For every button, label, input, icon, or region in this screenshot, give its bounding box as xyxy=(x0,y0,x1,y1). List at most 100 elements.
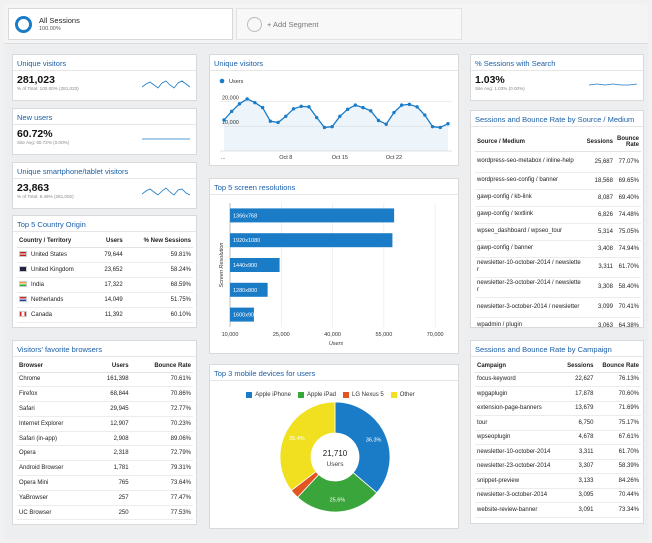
data-point[interactable] xyxy=(446,122,450,126)
table-row[interactable]: Canada 11,392 60.10% xyxy=(17,307,193,323)
table-row[interactable]: India 17,322 68.59% xyxy=(17,277,193,293)
col-header[interactable]: Browser xyxy=(17,361,92,373)
data-point[interactable] xyxy=(222,118,226,122)
data-point[interactable] xyxy=(314,115,319,120)
table-row[interactable]: Opera 2,318 72.79% xyxy=(17,445,193,462)
data-point[interactable] xyxy=(338,114,342,118)
col-header[interactable]: Country / Territory xyxy=(17,236,96,248)
data-point[interactable] xyxy=(245,97,249,101)
table-row[interactable]: gawp-config / banner 3,408 74.94% xyxy=(475,240,641,258)
col-header[interactable]: Sessions xyxy=(561,361,596,373)
data-point[interactable] xyxy=(230,109,234,114)
table-row[interactable]: United States 79,644 59.81% xyxy=(17,247,193,263)
cell-browser[interactable]: Chrome xyxy=(19,376,41,383)
table-row[interactable]: wpseoplugin 4,678 67.61% xyxy=(475,430,641,445)
table-row[interactable]: extension-page-banners 13,679 71.69% xyxy=(475,401,641,416)
table-row[interactable]: newsletter-10-october-2014 3,311 61.70% xyxy=(475,444,641,460)
cell-campaign[interactable]: newsletter-10-october-2014 xyxy=(477,448,551,455)
card-title[interactable]: New users xyxy=(17,113,53,122)
cell-browser[interactable]: Safari xyxy=(19,405,35,412)
table-row[interactable]: Firefox 68,844 70.86% xyxy=(17,386,193,403)
cell-browser[interactable]: Safari (in-app) xyxy=(19,435,58,442)
cell-source[interactable]: newsletter-10-october-2014 / newsletter xyxy=(477,260,581,273)
table-row[interactable]: newsletter-3-october-2014 3,095 70.44% xyxy=(475,488,641,503)
table-row[interactable]: wpadmin / plugin 3,063 64.38% xyxy=(475,317,641,335)
segment-all-sessions[interactable]: All Sessions 100.00% xyxy=(8,8,233,40)
data-point[interactable] xyxy=(399,103,404,107)
table-row[interactable]: Internet Explorer 12,907 70.23% xyxy=(17,416,193,432)
table-row[interactable]: Safari (in-app) 2,908 89.06% xyxy=(17,431,193,447)
card-title[interactable]: Sessions and Bounce Rate by Campaign xyxy=(475,345,612,354)
table-row[interactable]: Safari 29,945 72.77% xyxy=(17,401,193,417)
cell-source[interactable]: wpadmin / plugin xyxy=(477,322,523,328)
table-row[interactable]: Opera Mini 765 73.64% xyxy=(17,475,193,491)
table-row[interactable]: United Kingdom 23,652 58.24% xyxy=(17,262,193,278)
legend-item[interactable]: Apple iPad xyxy=(297,392,336,398)
cell-campaign[interactable]: snippet-preview xyxy=(477,477,520,484)
bar[interactable] xyxy=(230,208,395,223)
col-header[interactable]: Users xyxy=(91,361,131,373)
table-row[interactable]: gawp-config / textlink 6,826 74.48% xyxy=(475,206,641,224)
table-row[interactable]: Chrome 161,398 70.61% xyxy=(17,372,193,388)
cell-source[interactable]: newsletter-23-october-2014 / newsletter xyxy=(477,280,581,293)
data-point[interactable] xyxy=(291,107,296,111)
cell-source[interactable]: gawp-config / banner xyxy=(477,245,534,251)
card-title[interactable]: Visitors' favorite browsers xyxy=(17,345,103,354)
data-point[interactable] xyxy=(276,120,280,125)
pie-slice[interactable] xyxy=(279,401,336,491)
legend-item[interactable]: Other xyxy=(390,392,415,398)
data-point[interactable] xyxy=(284,114,288,118)
data-point[interactable] xyxy=(384,122,388,126)
table-row[interactable]: wordpress-seo-config / banner 18,568 69.65… xyxy=(475,172,641,190)
table-row[interactable]: newsletter-23-october-2014 / newsletter 3… xyxy=(475,277,641,298)
bar[interactable] xyxy=(230,233,393,248)
col-header[interactable]: Bounce Rate xyxy=(130,361,193,373)
cell-campaign[interactable]: website-review-banner xyxy=(477,506,538,513)
cell-campaign[interactable]: tour xyxy=(477,419,488,426)
data-point[interactable] xyxy=(407,102,412,107)
data-point[interactable] xyxy=(353,103,358,107)
data-point[interactable] xyxy=(299,104,303,109)
col-header[interactable]: Users xyxy=(95,236,125,248)
bar[interactable] xyxy=(230,307,254,322)
data-point[interactable] xyxy=(307,105,311,109)
pie-slice[interactable] xyxy=(334,401,391,494)
cell-browser[interactable]: Internet Explorer xyxy=(19,420,64,427)
cell-campaign[interactable]: wpgaplugin xyxy=(477,390,508,397)
data-point[interactable] xyxy=(268,119,273,123)
col-header[interactable]: Source / Medium xyxy=(475,133,585,152)
cell-source[interactable]: wpseo_dashboard / wpseo_tour xyxy=(477,228,563,234)
table-row[interactable]: gawp-config / kb-link 8,087 69.40% xyxy=(475,189,641,207)
data-point[interactable] xyxy=(438,125,442,130)
table-row[interactable]: Netherlands 14,049 51.75% xyxy=(17,292,193,308)
data-point[interactable] xyxy=(322,125,327,130)
table-row[interactable]: focus-keyword 22,627 76.13% xyxy=(475,372,641,387)
data-point[interactable] xyxy=(369,109,373,113)
data-point[interactable] xyxy=(361,105,365,110)
data-point[interactable] xyxy=(237,102,242,106)
cell-browser[interactable]: Firefox xyxy=(19,391,38,398)
legend-item[interactable]: LG Nexus 5 xyxy=(343,392,384,398)
legend-item[interactable]: Apple iPhone xyxy=(246,392,291,398)
card-title[interactable]: Unique visitors xyxy=(17,59,67,68)
card-title[interactable]: Sessions and Bounce Rate by Source / Med… xyxy=(475,115,635,124)
data-point[interactable] xyxy=(253,100,257,105)
cell-source[interactable]: wordpress-seo-config / banner xyxy=(477,177,559,183)
table-row[interactable]: newsletter-23-october-2014 3,307 58.39% xyxy=(475,459,641,474)
table-row[interactable]: snippet-preview 3,133 84.26% xyxy=(475,473,641,489)
table-row[interactable]: wpgaplugin 17,878 70.60% xyxy=(475,386,641,402)
cell-browser[interactable]: Opera Mini xyxy=(19,479,49,486)
add-segment-button[interactable]: + Add Segment xyxy=(236,8,462,40)
table-row[interactable]: YaBrowser 257 77.47% xyxy=(17,490,193,506)
table-row[interactable]: UC Browser 250 77.53% xyxy=(17,505,193,521)
col-header[interactable]: % New Sessions xyxy=(124,236,193,248)
table-row[interactable]: wordpress-seo-metabox / inline-help 25,68… xyxy=(475,151,641,173)
table-row[interactable]: newsletter-3-october-2014 / newsletter 3,… xyxy=(475,297,641,318)
cell-campaign[interactable]: newsletter-3-october-2014 xyxy=(477,492,548,499)
cell-source[interactable]: gawp-config / kb-link xyxy=(477,194,532,200)
cell-source[interactable]: newsletter-3-october-2014 / newsletter xyxy=(477,303,580,310)
data-point[interactable] xyxy=(330,124,334,129)
card-title[interactable]: Unique visitors xyxy=(214,59,264,68)
col-header[interactable]: Bounce Rate xyxy=(614,133,641,152)
card-title[interactable]: Top 5 Country Origin xyxy=(17,220,86,229)
